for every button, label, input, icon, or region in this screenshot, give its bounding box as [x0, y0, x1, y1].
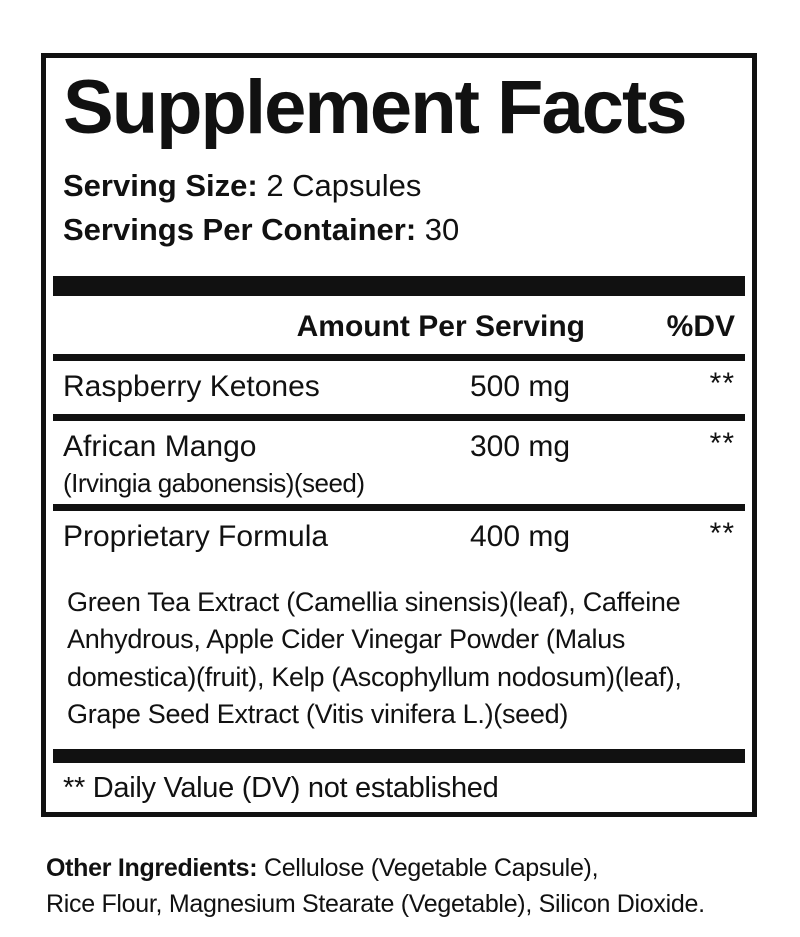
thick-divider-bar-bottom [53, 749, 745, 764]
ingredient-name: Raspberry Ketones [63, 369, 320, 403]
servings-per-container-line: Servings Per Container: 30 [63, 208, 735, 252]
serving-info: Serving Size: 2 Capsules Servings Per Co… [53, 164, 745, 252]
thick-divider-bar-top [53, 275, 745, 296]
row-divider [53, 503, 745, 511]
table-row-african-mango: African Mango (Irvingia gabonensis)(seed… [53, 421, 745, 503]
serving-size-label: Serving Size: [63, 167, 258, 203]
panel-title: Supplement Facts [63, 65, 688, 150]
table-header-row: Amount Per Serving %DV [53, 296, 745, 354]
daily-value-footnote: ** Daily Value (DV) not established [63, 772, 499, 805]
ingredient-name: Proprietary Formula [63, 519, 329, 553]
ingredient-amount: 500 mg [470, 369, 571, 403]
row-divider [53, 353, 745, 361]
other-ingredients-line1: Cellulose (Vegetable Capsule), [263, 854, 599, 882]
row-divider [53, 414, 745, 422]
other-ingredients-label: Other Ingredients: [46, 854, 258, 882]
ingredient-botanical-name: (Irvingia gabonensis)(seed) [63, 467, 365, 498]
proprietary-blend-ingredients: Green Tea Extract (Camellia sinensis)(le… [67, 587, 682, 729]
table-row-raspberry-ketones: Raspberry Ketones 500 mg ** [53, 361, 745, 415]
servings-per-container-value: 30 [424, 211, 460, 247]
table-row-proprietary-formula: Proprietary Formula 400 mg ** [53, 511, 745, 565]
other-ingredients-line2: Rice Flour, Magnesium Stearate (Vegetabl… [46, 889, 705, 918]
ingredient-amount: 300 mg [470, 430, 571, 464]
ingredient-name: African Mango [63, 430, 257, 464]
ingredient-dv: ** [709, 366, 735, 400]
percent-dv-header: %DV [666, 309, 735, 343]
serving-size-value: 2 Capsules [266, 167, 422, 203]
servings-per-container-label: Servings Per Container: [63, 211, 417, 247]
ingredient-dv: ** [709, 427, 735, 461]
ingredient-amount: 400 mg [470, 519, 571, 553]
serving-size-line: Serving Size: 2 Capsules [63, 164, 735, 208]
amount-per-serving-header: Amount Per Serving [296, 309, 585, 343]
ingredient-name-cell: African Mango (Irvingia gabonensis)(seed… [63, 430, 470, 498]
other-ingredients: Other Ingredients: Cellulose (Vegetable … [46, 851, 786, 922]
ingredient-dv: ** [709, 516, 735, 550]
supplement-facts-panel: Supplement Facts Serving Size: 2 Capsule… [41, 53, 757, 817]
